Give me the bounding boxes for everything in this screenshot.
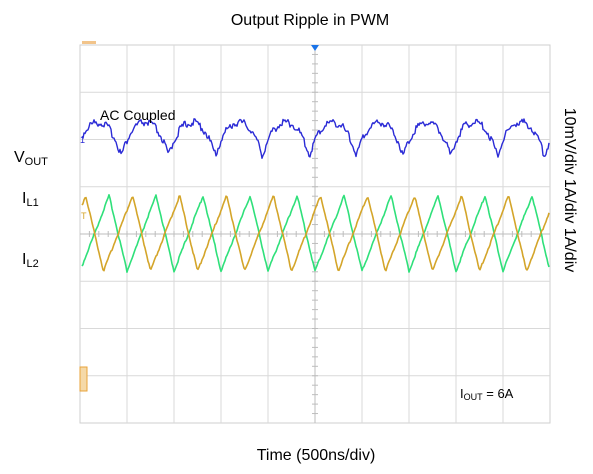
il1-label: IL1 [22,190,39,209]
waveform-il1 [81,194,550,273]
channel-ground-markers: 1 T [79,135,88,392]
waveform-il2 [81,195,550,272]
trigger-position-marker [311,45,319,51]
waveforms [81,118,550,273]
ac-coupled-annotation: AC Coupled [100,107,176,123]
chart-title: Output Ripple in PWM [231,12,389,29]
vout-label: VOUT [14,149,48,168]
y-scale-label: 10mV/div 1A/div 1A/div [561,108,578,273]
iout-condition-label: IOUT = 6A [460,386,514,402]
side-marker [79,366,88,392]
grid [80,45,550,423]
il2-label: IL2 [22,251,39,270]
x-axis-label: Time (500ns/div) [257,447,376,464]
waveform-vout [81,118,550,159]
vout-ground-marker: 1 [80,135,85,145]
top-left-marker [82,41,96,44]
il-ground-marker: T [81,211,87,221]
